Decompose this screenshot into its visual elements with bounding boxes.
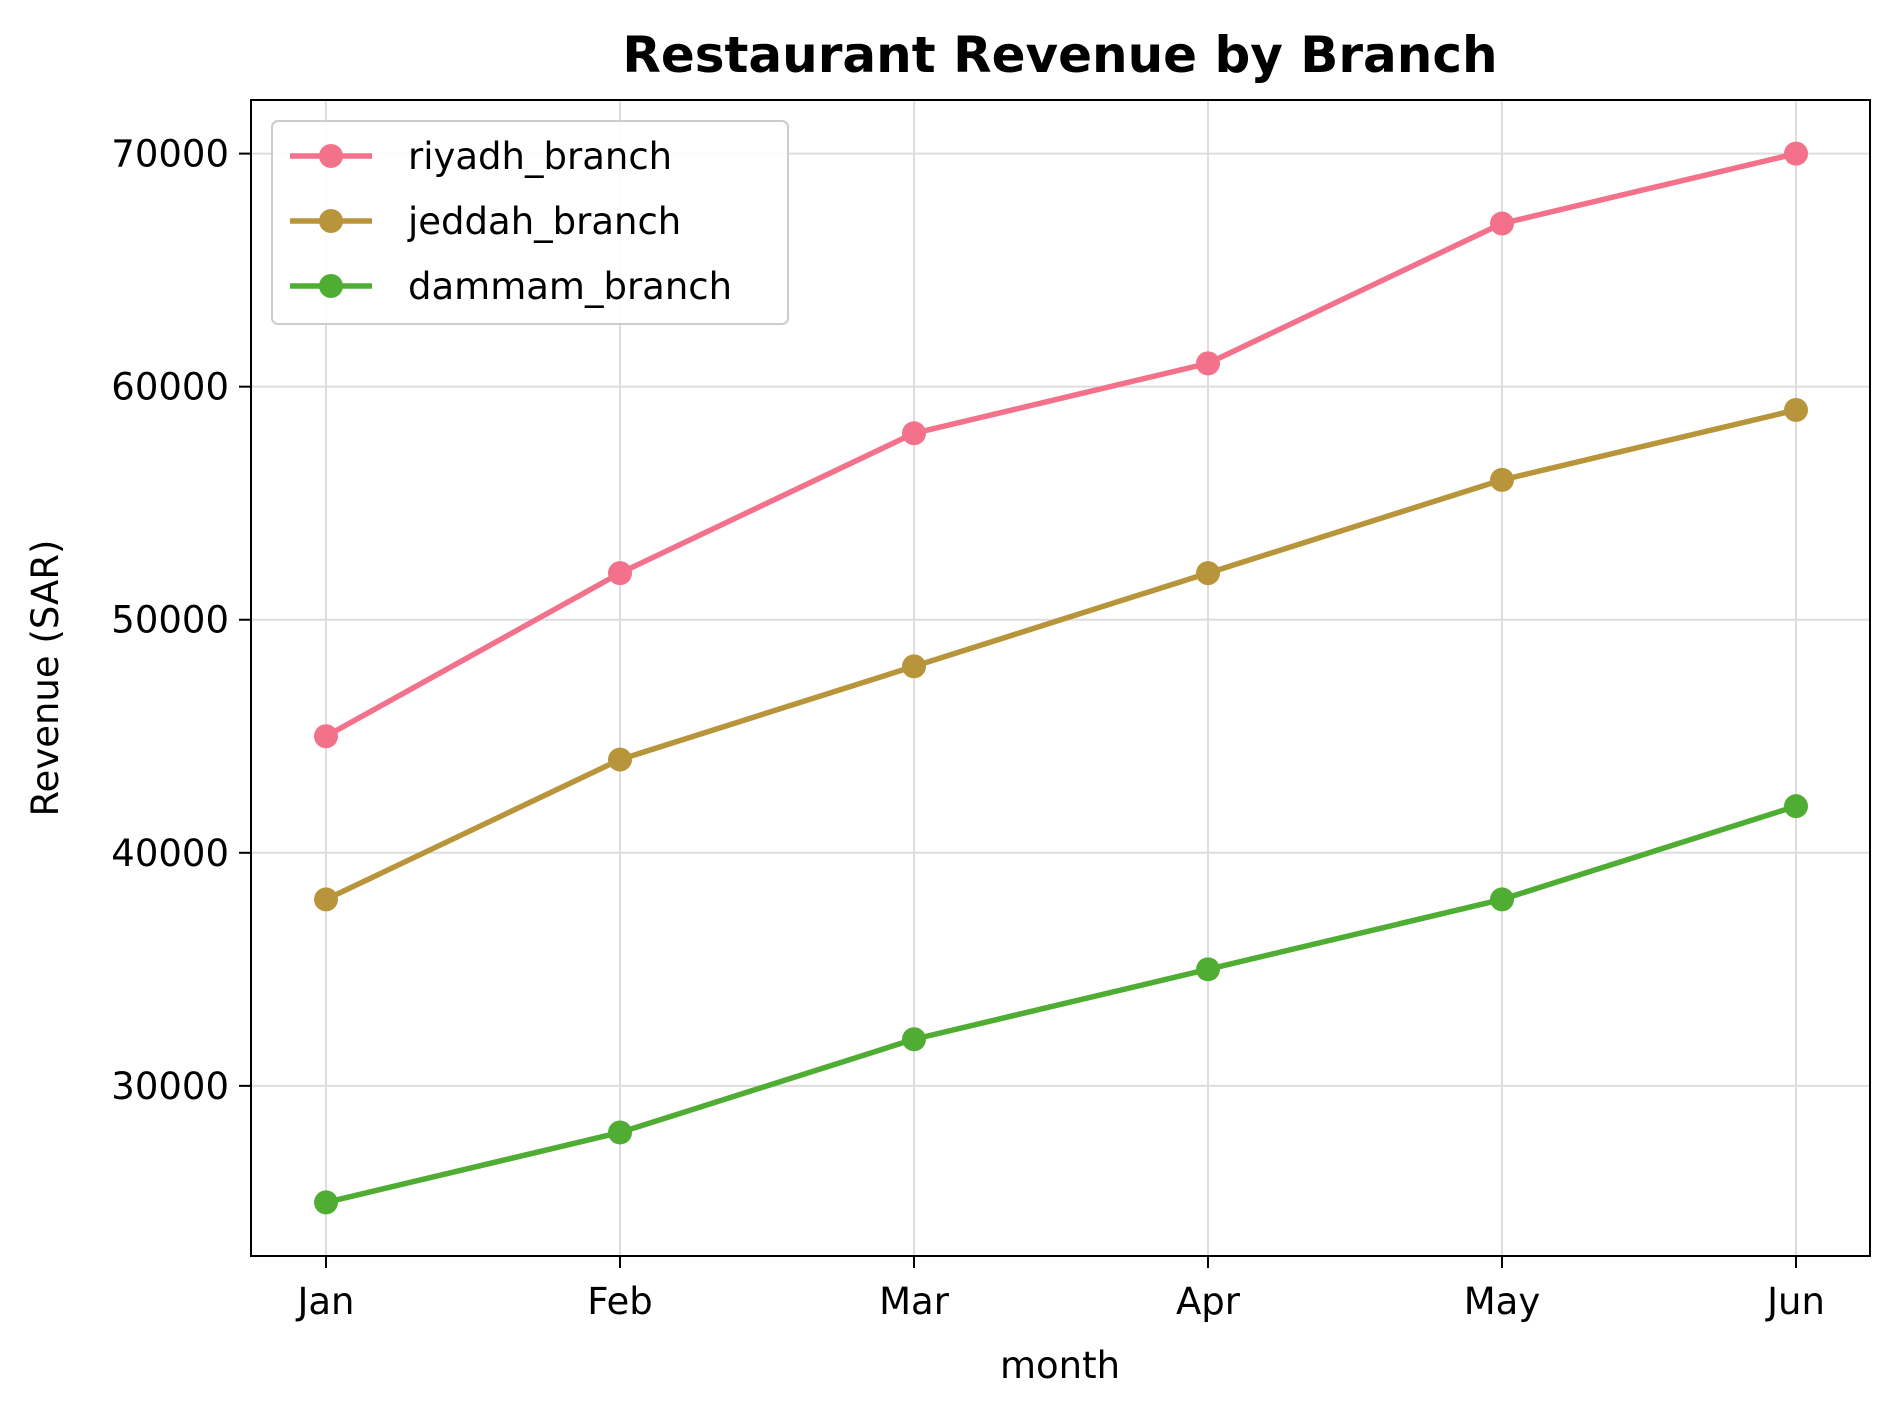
legend-marker (319, 274, 343, 298)
data-point (1196, 561, 1220, 586)
data-point (314, 887, 338, 912)
data-point (1196, 957, 1220, 982)
x-tick-label: May (1464, 1280, 1541, 1323)
data-point (314, 724, 338, 749)
data-point (1784, 397, 1808, 422)
x-tick-label: Jun (1765, 1280, 1825, 1323)
y-tick-label: 60000 (111, 366, 229, 409)
data-point (1490, 887, 1514, 912)
legend-item: jeddah_branch (290, 200, 681, 243)
series-layer (314, 141, 1808, 1215)
data-point (608, 747, 632, 772)
legend-label: jeddah_branch (407, 200, 681, 243)
x-tick-label: Feb (587, 1280, 653, 1323)
series-riyadh_branch (314, 141, 1808, 749)
data-point (902, 654, 926, 679)
data-point (902, 421, 926, 446)
x-axis: Jan Feb Mar Apr May Jun (295, 1256, 1825, 1323)
legend-item: riyadh_branch (290, 135, 672, 178)
series-jeddah_branch (314, 397, 1808, 912)
data-point (902, 1027, 926, 1052)
series-line (323, 407, 1799, 903)
data-point (1490, 211, 1514, 236)
y-axis: 30000 40000 50000 60000 70000 (111, 133, 251, 1108)
series-line (323, 803, 1799, 1206)
x-tick-label: Apr (1176, 1280, 1241, 1323)
y-tick-label: 40000 (111, 832, 229, 875)
data-point (314, 1190, 338, 1215)
y-axis-label: Revenue (SAR) (24, 540, 67, 817)
legend: riyadh_branch jeddah_branch dammam_branch (271, 120, 789, 325)
series-line (323, 150, 1799, 740)
data-point (1784, 141, 1808, 166)
legend-label: dammam_branch (408, 265, 732, 308)
legend-marker (319, 144, 343, 168)
chart-title: Restaurant Revenue by Branch (622, 26, 1497, 84)
plot-frame (250, 99, 1871, 1257)
legend-box (271, 120, 789, 325)
y-tick-label: 50000 (111, 599, 229, 642)
data-point (608, 1120, 632, 1145)
legend-label: riyadh_branch (408, 135, 672, 178)
data-point (1490, 467, 1514, 492)
legend-marker (319, 209, 343, 233)
legend-item: dammam_branch (290, 265, 732, 308)
x-tick-label: Mar (879, 1280, 950, 1323)
data-point (1196, 351, 1220, 376)
x-axis-label: month (1000, 1344, 1120, 1387)
y-tick-label: 70000 (111, 133, 229, 176)
y-tick-label: 30000 (111, 1065, 229, 1108)
series-dammam_branch (314, 794, 1808, 1215)
data-point (608, 561, 632, 586)
data-point (1784, 794, 1808, 819)
x-tick-label: Jan (295, 1280, 354, 1323)
